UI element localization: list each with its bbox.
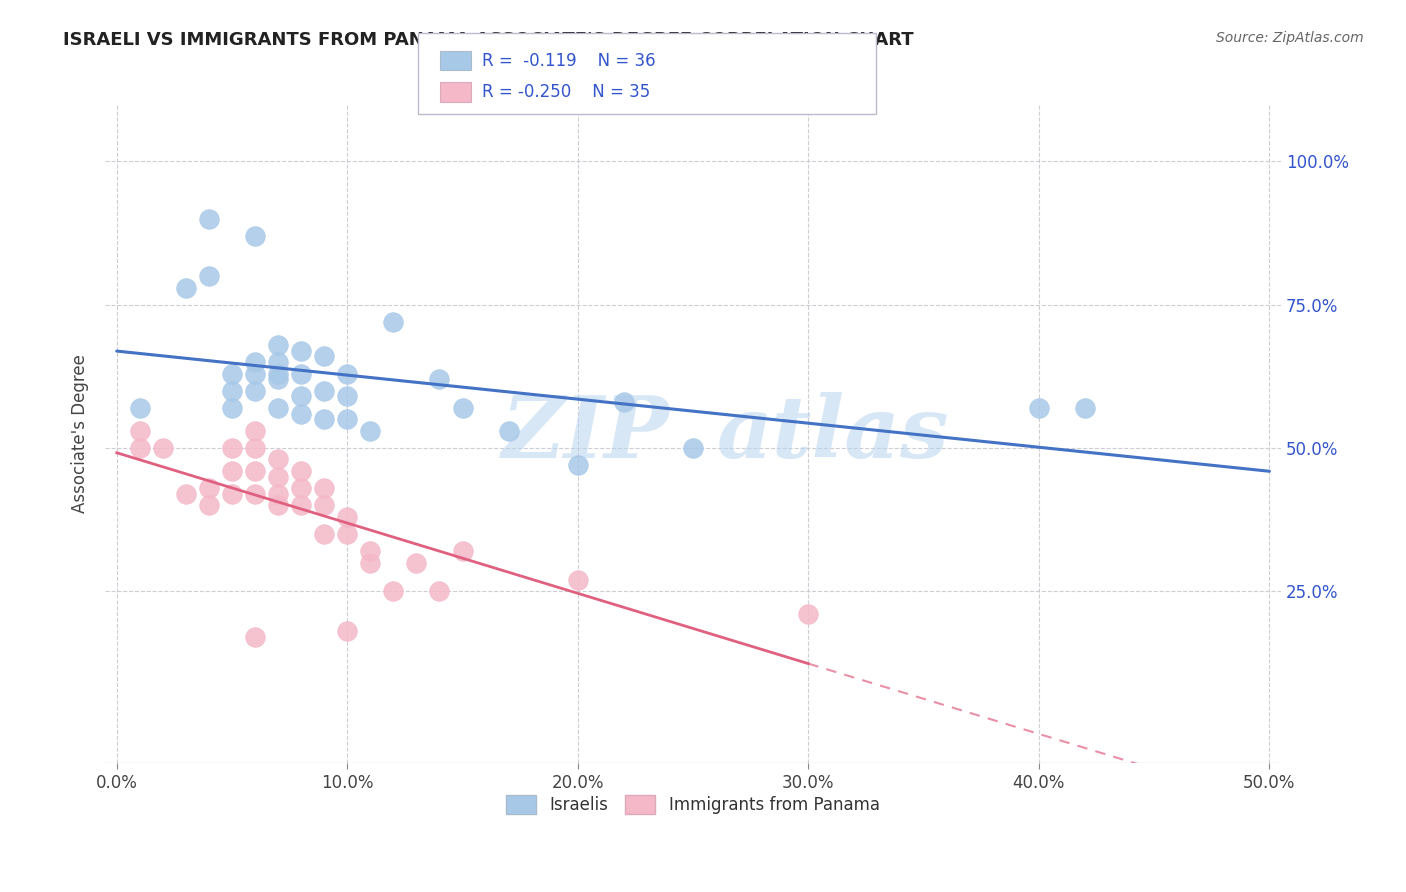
Point (290, 498, 312, 512)
Point (174, 280, 197, 294)
Point (267, 487, 290, 501)
Point (429, 584, 451, 599)
Point (314, 384, 336, 398)
Point (221, 487, 243, 501)
Point (221, 401, 243, 415)
Point (336, 624, 359, 639)
Point (198, 269, 221, 284)
Point (128, 401, 150, 415)
Point (336, 412, 359, 426)
Point (314, 498, 336, 512)
Point (336, 367, 359, 381)
Point (243, 229, 266, 244)
Point (682, 441, 704, 455)
Point (267, 372, 290, 386)
Text: Source: ZipAtlas.com: Source: ZipAtlas.com (1216, 31, 1364, 45)
Point (243, 441, 266, 455)
Point (567, 458, 589, 473)
Point (221, 464, 243, 478)
Text: ISRAELI VS IMMIGRANTS FROM PANAMA ASSOCIATE'S DEGREE CORRELATION CHART: ISRAELI VS IMMIGRANTS FROM PANAMA ASSOCI… (63, 31, 914, 49)
Text: atlas: atlas (717, 392, 949, 475)
Legend: Israelis, Immigrants from Panama: Israelis, Immigrants from Panama (499, 789, 886, 821)
Text: R = -0.250    N = 35: R = -0.250 N = 35 (482, 83, 651, 101)
Point (290, 367, 312, 381)
Point (290, 343, 312, 358)
Point (498, 424, 520, 438)
Point (336, 509, 359, 524)
Point (221, 441, 243, 455)
Point (314, 527, 336, 541)
Point (221, 367, 243, 381)
Point (336, 527, 359, 541)
Point (128, 441, 150, 455)
Point (267, 338, 290, 352)
Point (267, 469, 290, 483)
Point (198, 211, 221, 226)
Point (290, 481, 312, 495)
Point (359, 424, 381, 438)
Point (267, 498, 290, 512)
Point (336, 389, 359, 403)
Point (382, 584, 405, 599)
Point (243, 355, 266, 369)
Point (174, 487, 197, 501)
Point (359, 556, 381, 570)
Point (243, 384, 266, 398)
Point (797, 607, 820, 622)
Point (1028, 401, 1050, 415)
Point (267, 355, 290, 369)
Point (382, 315, 405, 329)
Point (567, 573, 589, 587)
Point (314, 412, 336, 426)
Point (359, 544, 381, 558)
Point (221, 384, 243, 398)
Y-axis label: Associate's Degree: Associate's Degree (72, 354, 89, 513)
Point (267, 367, 290, 381)
Point (451, 401, 474, 415)
Point (429, 372, 451, 386)
Point (243, 464, 266, 478)
Point (267, 401, 290, 415)
Point (198, 481, 221, 495)
Text: ZIP: ZIP (502, 392, 669, 475)
Point (243, 487, 266, 501)
Text: R =  -0.119    N = 36: R = -0.119 N = 36 (482, 52, 655, 70)
Point (128, 424, 150, 438)
Point (290, 389, 312, 403)
Point (290, 464, 312, 478)
Point (405, 556, 427, 570)
Point (1074, 401, 1097, 415)
Point (314, 349, 336, 363)
Point (243, 367, 266, 381)
Point (243, 424, 266, 438)
Point (314, 481, 336, 495)
Point (267, 452, 290, 467)
Point (290, 407, 312, 421)
Point (451, 544, 474, 558)
Point (243, 630, 266, 644)
Point (613, 395, 636, 409)
Point (152, 441, 174, 455)
Point (198, 498, 221, 512)
